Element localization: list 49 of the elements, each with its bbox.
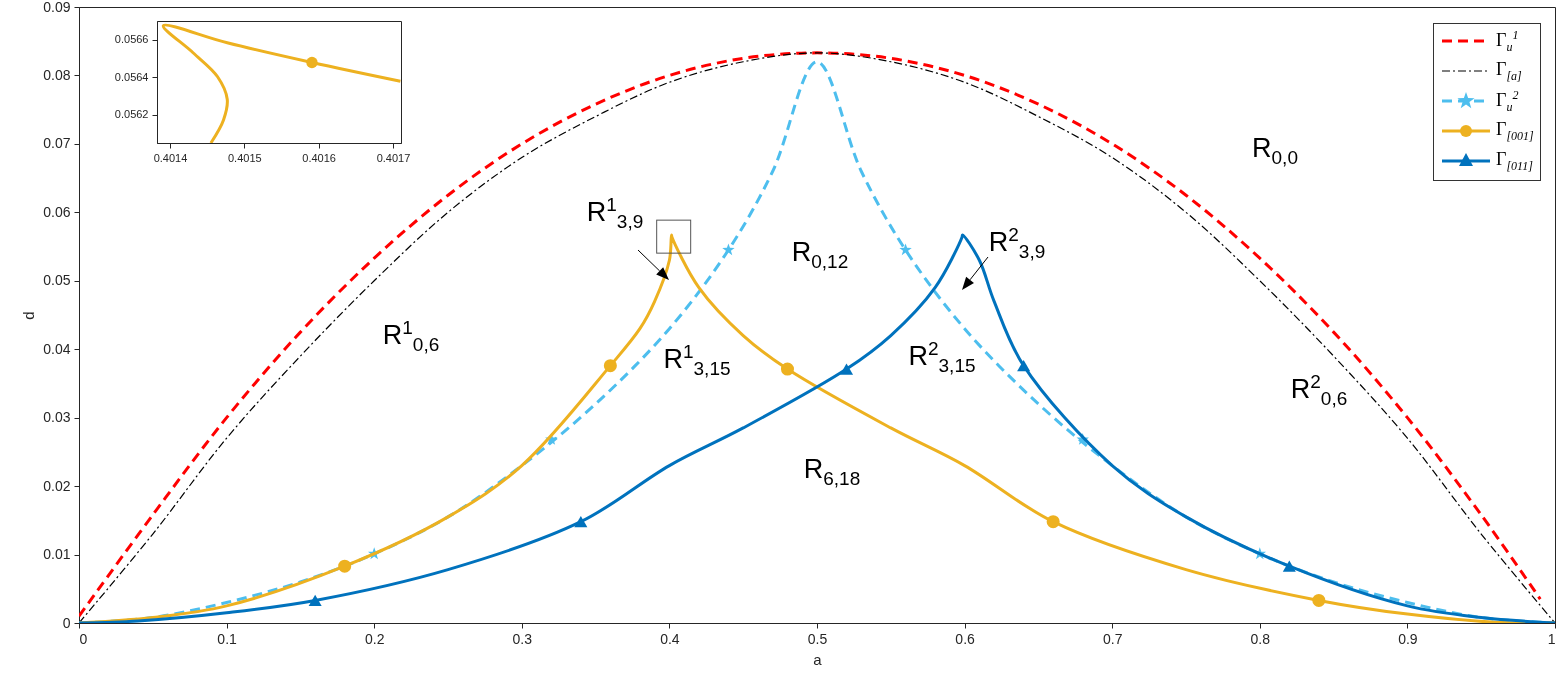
x-tick-label: 0.3	[512, 630, 533, 647]
y-tick-label: 0.06	[43, 203, 71, 220]
x-tick-label: 0.4016	[302, 151, 336, 164]
x-tick-label: 0.8	[1250, 630, 1271, 647]
x-tick-label: 0.5	[807, 630, 828, 647]
point	[722, 243, 735, 256]
y-tick-label: 0.08	[43, 66, 71, 83]
annotation: R$_{0,12}$	[791, 237, 849, 272]
y-tick-label: 0.03	[43, 409, 71, 426]
point	[780, 362, 794, 376]
y-tick-label: 0.09	[43, 0, 71, 15]
line-series	[161, 23, 401, 143]
x-tick-label: 0.7	[1102, 630, 1123, 647]
point	[1312, 593, 1326, 607]
x-tick-label: 0.4014	[153, 151, 188, 164]
x-tick-label: 0.4017	[376, 151, 411, 164]
point	[1017, 360, 1031, 372]
x-tick-label: 0.4	[660, 630, 680, 647]
y-tick-label: 0.04	[43, 340, 71, 357]
x-tick-label: 0.4015	[228, 151, 262, 164]
legend-label: Γ$_{[001]}$	[1496, 118, 1534, 144]
point	[338, 559, 352, 573]
x-tick-label: 0.2	[364, 630, 385, 647]
x-tick-label: 0.1	[217, 630, 238, 647]
y-tick-label: 0.07	[43, 135, 71, 152]
y-tick-label: 0.05	[43, 272, 71, 289]
point	[574, 516, 588, 528]
annotation: R$_{0,0}$	[1252, 133, 1298, 168]
y-tick-label: 0.02	[43, 477, 71, 494]
y-tick-label: 0.0562	[114, 108, 149, 121]
point	[1046, 515, 1060, 529]
annotation: R$_{6,18}$	[803, 454, 861, 489]
y-tick-label: 0	[62, 614, 71, 631]
y-tick-label: 0.0564	[114, 70, 149, 83]
legend-label: Γ$_{[011]}$	[1496, 148, 1533, 174]
point	[840, 363, 854, 375]
y-tick-label: 0.0566	[114, 33, 149, 46]
y-axis-title: d	[20, 311, 38, 320]
x-tick-label: 0.9	[1398, 630, 1418, 647]
x-tick-label: 0	[79, 630, 88, 647]
x-tick-label: 0.6	[955, 630, 976, 647]
x-tick-label: 1	[1547, 630, 1556, 647]
legend-label: Γ$_{[a]}$	[1496, 58, 1522, 84]
point	[603, 359, 617, 373]
y-tick-label: 0.01	[43, 546, 71, 563]
x-axis-title: a	[813, 650, 823, 668]
point	[899, 243, 912, 256]
point	[1282, 560, 1296, 572]
point	[308, 594, 322, 607]
